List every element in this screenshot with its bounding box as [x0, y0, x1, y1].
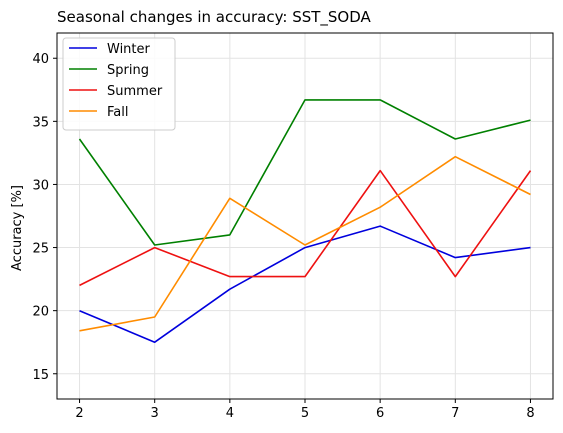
legend-label: Spring [107, 63, 149, 78]
x-tick-label: 6 [376, 406, 384, 421]
x-tick-label: 5 [301, 406, 309, 421]
chart-title: Seasonal changes in accuracy: SST_SODA [57, 8, 372, 27]
y-tick-label: 15 [32, 368, 49, 383]
y-tick-label: 30 [32, 178, 49, 193]
series-line-spring [78, 99, 531, 246]
x-tick-label: 2 [75, 406, 83, 421]
legend-label: Summer [107, 84, 163, 99]
series-lines [78, 99, 532, 344]
axis-ticks: 2 3 4 5 6 7 8 15 20 25 30 35 40 [32, 52, 534, 421]
series-line-winter [79, 225, 531, 344]
legend-label: Winter [107, 42, 151, 57]
x-tick-label: 3 [151, 406, 159, 421]
legend-label: Fall [107, 105, 128, 120]
y-tick-label: 20 [32, 305, 49, 320]
x-tick-label: 4 [226, 406, 234, 421]
x-tick-label: 8 [526, 406, 534, 421]
series-line-fall [79, 155, 531, 332]
y-axis-label: Accuracy [%] [10, 185, 25, 271]
series-line-summer [79, 169, 532, 287]
y-tick-label: 25 [32, 242, 49, 257]
y-tick-label: 35 [32, 115, 49, 130]
legend: Winter Spring Summer Fall [62, 37, 176, 131]
y-tick-label: 40 [32, 52, 49, 67]
legend-box [62, 37, 176, 131]
x-tick-label: 7 [451, 406, 459, 421]
